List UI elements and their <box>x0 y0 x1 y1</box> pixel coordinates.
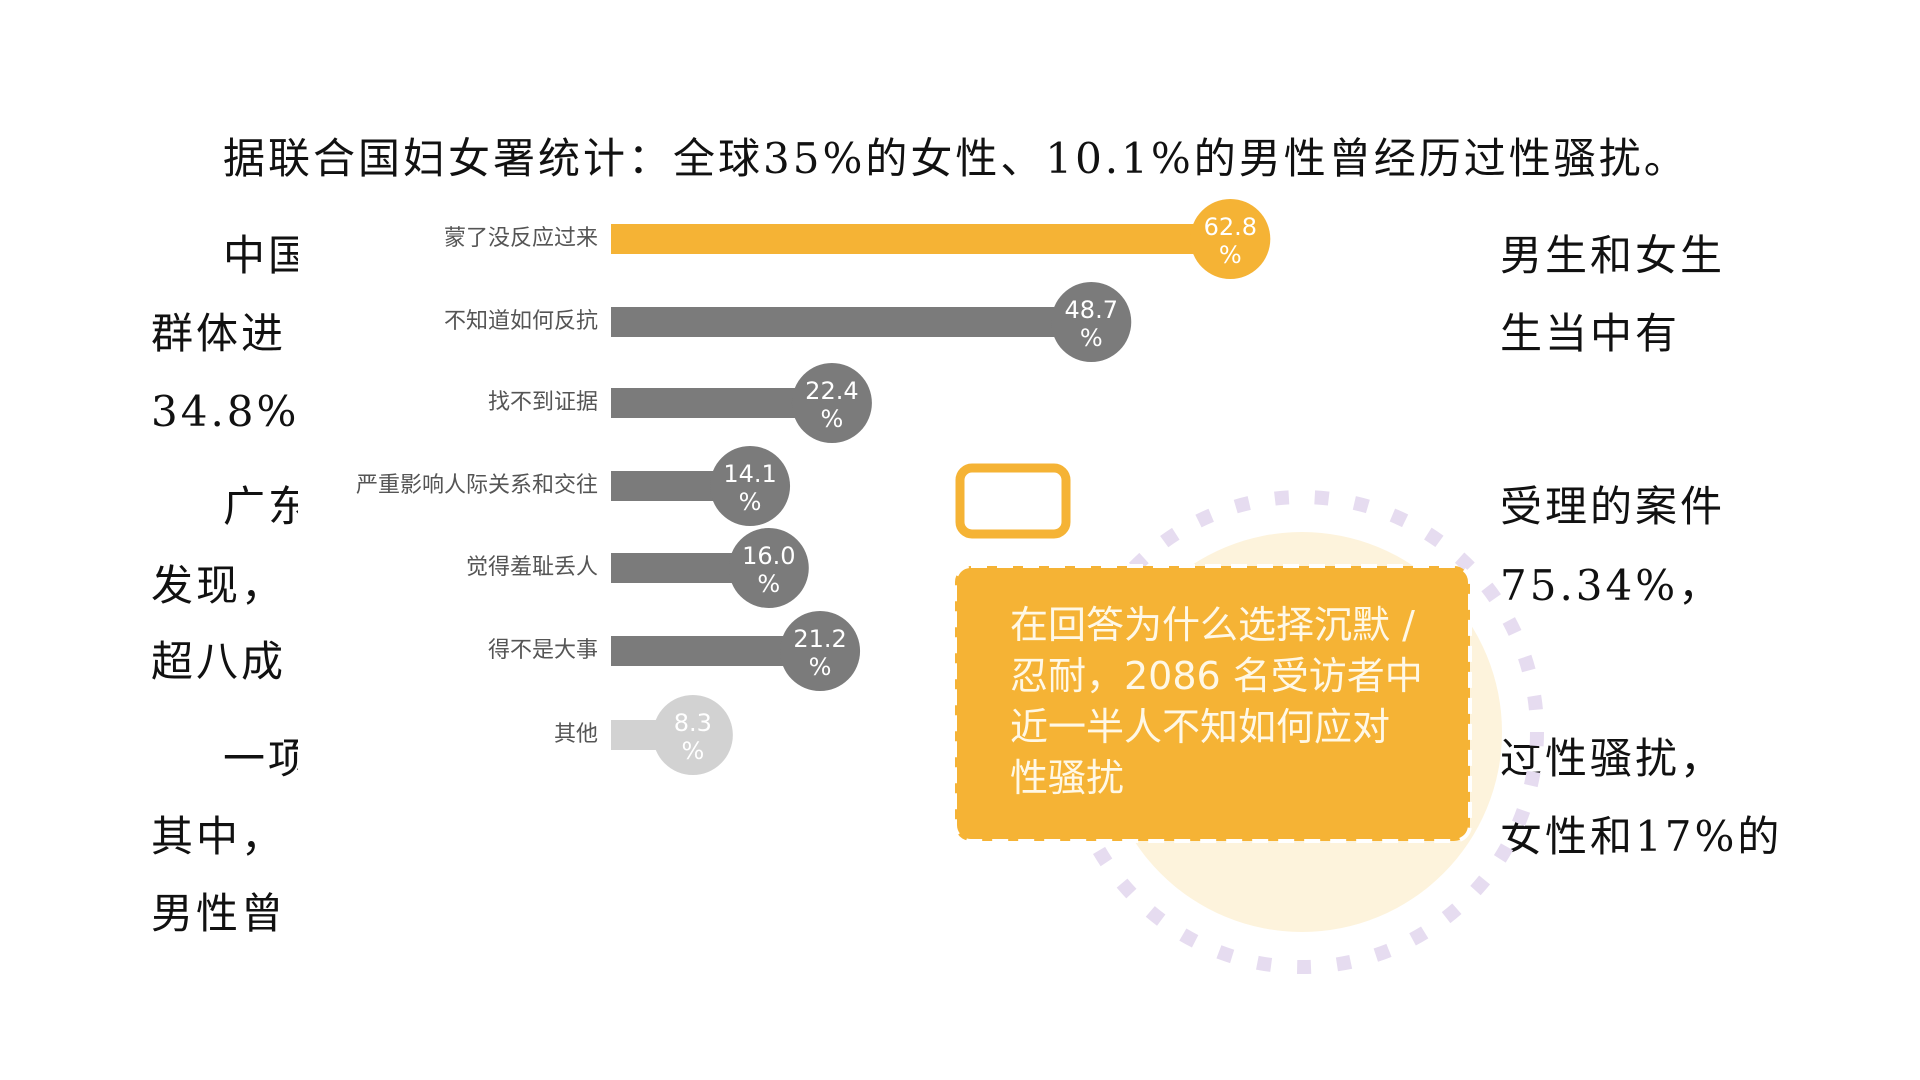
bar-end <box>728 528 809 608</box>
category-label: 得不是大事 <box>488 638 598 663</box>
bar-end <box>1051 282 1132 362</box>
value-label: 48.7% <box>1065 296 1118 352</box>
category-label: 不知道如何反抗 <box>444 309 598 334</box>
body-fragment: 中国 <box>223 231 314 280</box>
value-label: 62.8% <box>1204 213 1257 269</box>
callout-text: 性骚扰 <box>1010 756 1124 800</box>
body-fragment: 发现， <box>151 561 287 610</box>
body-fragment: 一项 <box>223 734 314 783</box>
callout-text: 在回答为什么选择沉默 / <box>1010 603 1415 647</box>
value-label: 22.4% <box>805 377 858 433</box>
bar-end <box>780 611 861 691</box>
bar <box>611 224 1231 254</box>
body-fragment: 生当中有 <box>1500 309 1681 358</box>
category-label: 其他 <box>554 722 598 747</box>
body-fragment: 广东 <box>223 482 314 531</box>
category-label: 严重影响人际关系和交往 <box>356 473 598 498</box>
value-label: 21.2% <box>793 625 846 681</box>
decor-ring <box>1060 490 1544 974</box>
value-label: 16.0% <box>742 542 795 598</box>
body-fragment: 受理的案件 <box>1500 482 1726 531</box>
bar-end <box>652 695 733 775</box>
value-label: 14.1% <box>723 460 776 516</box>
body-fragment: 超八成 <box>151 637 287 686</box>
title: 据联合国妇女署统计：全球35%的女性、10.1%的男性曾经历过性骚扰。 <box>223 134 1689 183</box>
body-fragment: 其中， <box>151 812 287 861</box>
bar-end <box>791 363 872 443</box>
callout-box <box>953 564 1472 843</box>
category-label: 觉得羞耻丢人 <box>466 555 598 580</box>
body-fragment: 男生和女生 <box>1500 231 1726 280</box>
callout-text: 忍耐，2086 名受访者中 <box>1010 654 1423 698</box>
body-fragment: 男性曾 <box>151 889 287 938</box>
body-fragment: 群体进 <box>151 309 287 358</box>
body-fragment: 女性和17%的 <box>1500 812 1783 861</box>
callout-text: 近一半人不知如何应对 <box>1010 705 1390 749</box>
value-label: 8.3% <box>674 709 712 765</box>
bar <box>611 307 1092 337</box>
bar-end <box>1190 199 1271 279</box>
category-label: 蒙了没反应过来 <box>444 226 598 251</box>
body-fragment: 75.34%， <box>1500 561 1724 610</box>
category-label: 找不到证据 <box>488 390 598 415</box>
decor-box <box>955 463 1071 539</box>
bar-end <box>710 446 791 526</box>
